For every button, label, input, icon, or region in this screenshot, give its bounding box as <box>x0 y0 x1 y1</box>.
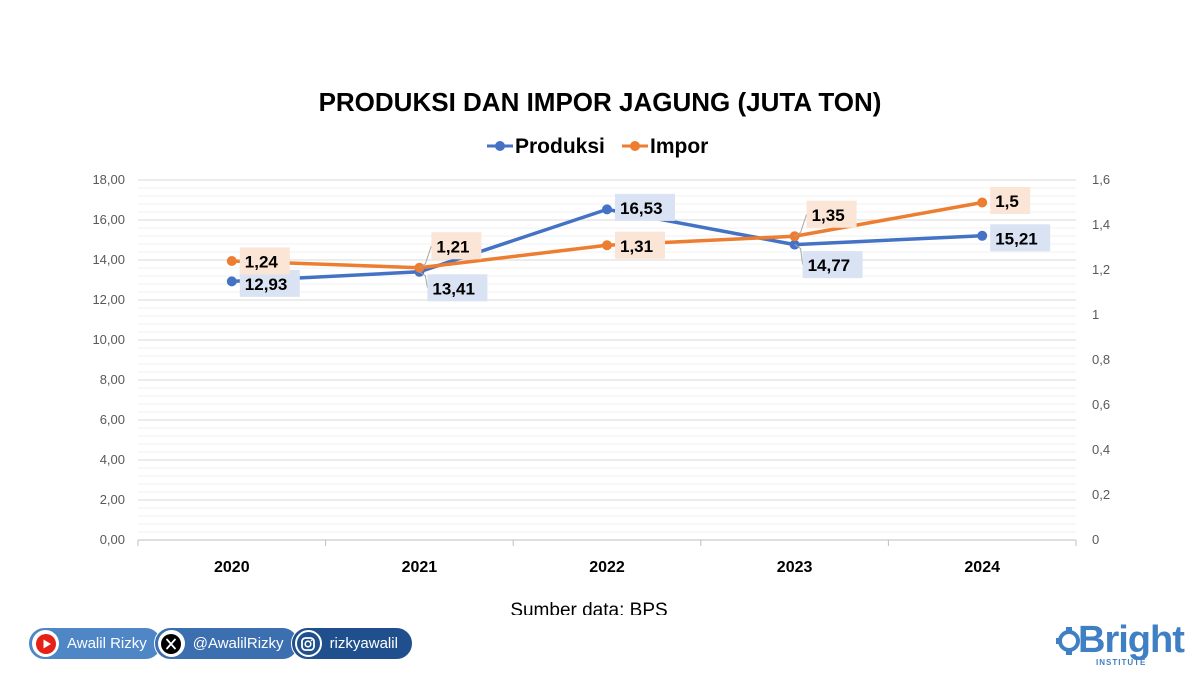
left-tick-label: 16,00 <box>92 212 125 227</box>
produksi-point <box>977 230 988 241</box>
data-label-text: 15,21 <box>995 229 1038 248</box>
data-label-box <box>802 251 863 279</box>
right-tick-label: 1,4 <box>1092 217 1110 232</box>
instagram-link[interactable]: rizkyawalil <box>290 627 413 660</box>
legend-label: Impor <box>650 135 708 158</box>
impor-data-label: 1,31 <box>615 231 665 259</box>
bright-institute-logo: Bright INSTITUTE <box>1056 620 1186 670</box>
data-label-box <box>990 187 1031 214</box>
data-label-box <box>806 200 857 228</box>
youtube-label: Awalil Rizky <box>67 635 147 652</box>
right-tick-label: 0,8 <box>1092 352 1110 367</box>
produksi-data-label: 15,21 <box>990 224 1051 252</box>
right-tick-label: 0,6 <box>1092 397 1110 412</box>
data-label-text: 14,77 <box>808 256 851 275</box>
left-tick-label: 8,00 <box>100 372 125 387</box>
data-label-text: 1,21 <box>436 237 469 256</box>
impor-data-label: 1,24 <box>239 247 290 275</box>
data-label-text: 1,31 <box>620 237 653 256</box>
leader-line <box>419 271 428 288</box>
left-tick-label: 0,00 <box>100 532 125 547</box>
right-tick-label: 1 <box>1092 307 1099 322</box>
data-labels: 12,93 13,41 16,53 14,77 15,21 1,24 1,21 1,31 1,3… <box>239 187 1051 302</box>
left-axis: 0,00 2,00 4,00 6,00 8,00 10,00 12,00 14,00 16,00… <box>92 172 125 547</box>
brand-name: Bright <box>1078 619 1185 661</box>
produksi-data-label: 16,53 <box>615 193 675 221</box>
x-link[interactable]: @AwalilRizky <box>153 627 299 660</box>
left-tick-label: 6,00 <box>100 412 125 427</box>
legend-label: Produksi <box>515 135 605 158</box>
data-label-text: 1,5 <box>995 192 1019 211</box>
gridlines <box>138 179 1076 541</box>
data-label-box <box>615 231 665 259</box>
legend-item: Produksi <box>487 135 605 158</box>
left-tick-label: 4,00 <box>100 452 125 467</box>
x-icon <box>157 630 185 657</box>
data-label-box <box>990 224 1051 252</box>
x-axis: 2020 2021 2022 2023 2024 <box>137 539 1077 576</box>
instagram-label: rizkyawalil <box>329 635 398 652</box>
youtube-icon <box>32 630 59 657</box>
x-tick-label: 2024 <box>964 559 1000 576</box>
data-label-text: 1,35 <box>812 206 845 225</box>
left-tick-label: 14,00 <box>92 252 125 267</box>
data-label-box <box>239 247 290 275</box>
impor-data-label: 1,5 <box>990 187 1031 214</box>
data-label-box <box>431 232 482 260</box>
series-layer <box>226 197 988 287</box>
right-tick-label: 1,2 <box>1092 262 1110 277</box>
legend-item: Impor <box>622 135 708 158</box>
impor-point <box>602 240 612 251</box>
instagram-icon <box>294 630 322 657</box>
right-axis: 0 0,2 0,4 0,6 0,8 1 1,2 1,4 1,6 <box>1092 172 1110 547</box>
leader-line <box>794 214 808 237</box>
social-bar: Awalil Rizky @AwalilRizky rizkyawalil <box>28 627 413 660</box>
legend-marker <box>630 141 640 151</box>
produksi-point <box>602 204 612 215</box>
produksi-data-label: 14,77 <box>794 244 863 279</box>
data-label-box <box>427 274 488 302</box>
left-tick-label: 12,00 <box>92 292 125 307</box>
produksi-data-label: 13,41 <box>419 271 488 302</box>
x-tick-label: 2022 <box>589 559 625 576</box>
left-tick-label: 18,00 <box>92 172 125 187</box>
data-label-text: 16,53 <box>620 199 663 218</box>
impor-point <box>977 197 988 208</box>
right-tick-label: 0 <box>1092 532 1099 547</box>
line-chart: PRODUKSI DAN IMPOR JAGUNG (JUTA TON) Pro… <box>92 87 1110 615</box>
youtube-link[interactable]: Awalil Rizky <box>28 627 162 660</box>
data-label-text: 12,93 <box>245 275 288 294</box>
left-tick-label: 10,00 <box>92 332 125 347</box>
impor-data-label: 1,35 <box>794 200 857 237</box>
x-label: @AwalilRizky <box>192 635 284 652</box>
data-label-text: 13,41 <box>432 279 475 298</box>
legend-marker <box>495 141 505 151</box>
produksi-point <box>226 276 237 287</box>
data-label-box <box>615 193 675 221</box>
x-tick-label: 2020 <box>214 559 250 576</box>
right-tick-label: 1,6 <box>1092 172 1110 187</box>
x-tick-label: 2021 <box>402 559 438 576</box>
left-tick-label: 2,00 <box>100 492 125 507</box>
impor-point <box>226 256 237 266</box>
x-tick-label: 2023 <box>777 559 813 576</box>
brand-subtitle: INSTITUTE <box>1096 658 1147 667</box>
leader-line <box>794 244 804 265</box>
impor-data-label: 1,21 <box>419 232 482 269</box>
right-tick-label: 0,2 <box>1092 487 1110 502</box>
source-note: Sumber data: BPS <box>510 600 667 615</box>
right-tick-label: 0,4 <box>1092 442 1110 457</box>
chart-title: PRODUKSI DAN IMPOR JAGUNG (JUTA TON) <box>319 87 882 117</box>
data-label-text: 1,24 <box>245 253 279 272</box>
leader-line <box>419 245 432 269</box>
brand-gear-icon <box>1056 627 1080 655</box>
legend: Produksi Impor <box>487 135 708 158</box>
